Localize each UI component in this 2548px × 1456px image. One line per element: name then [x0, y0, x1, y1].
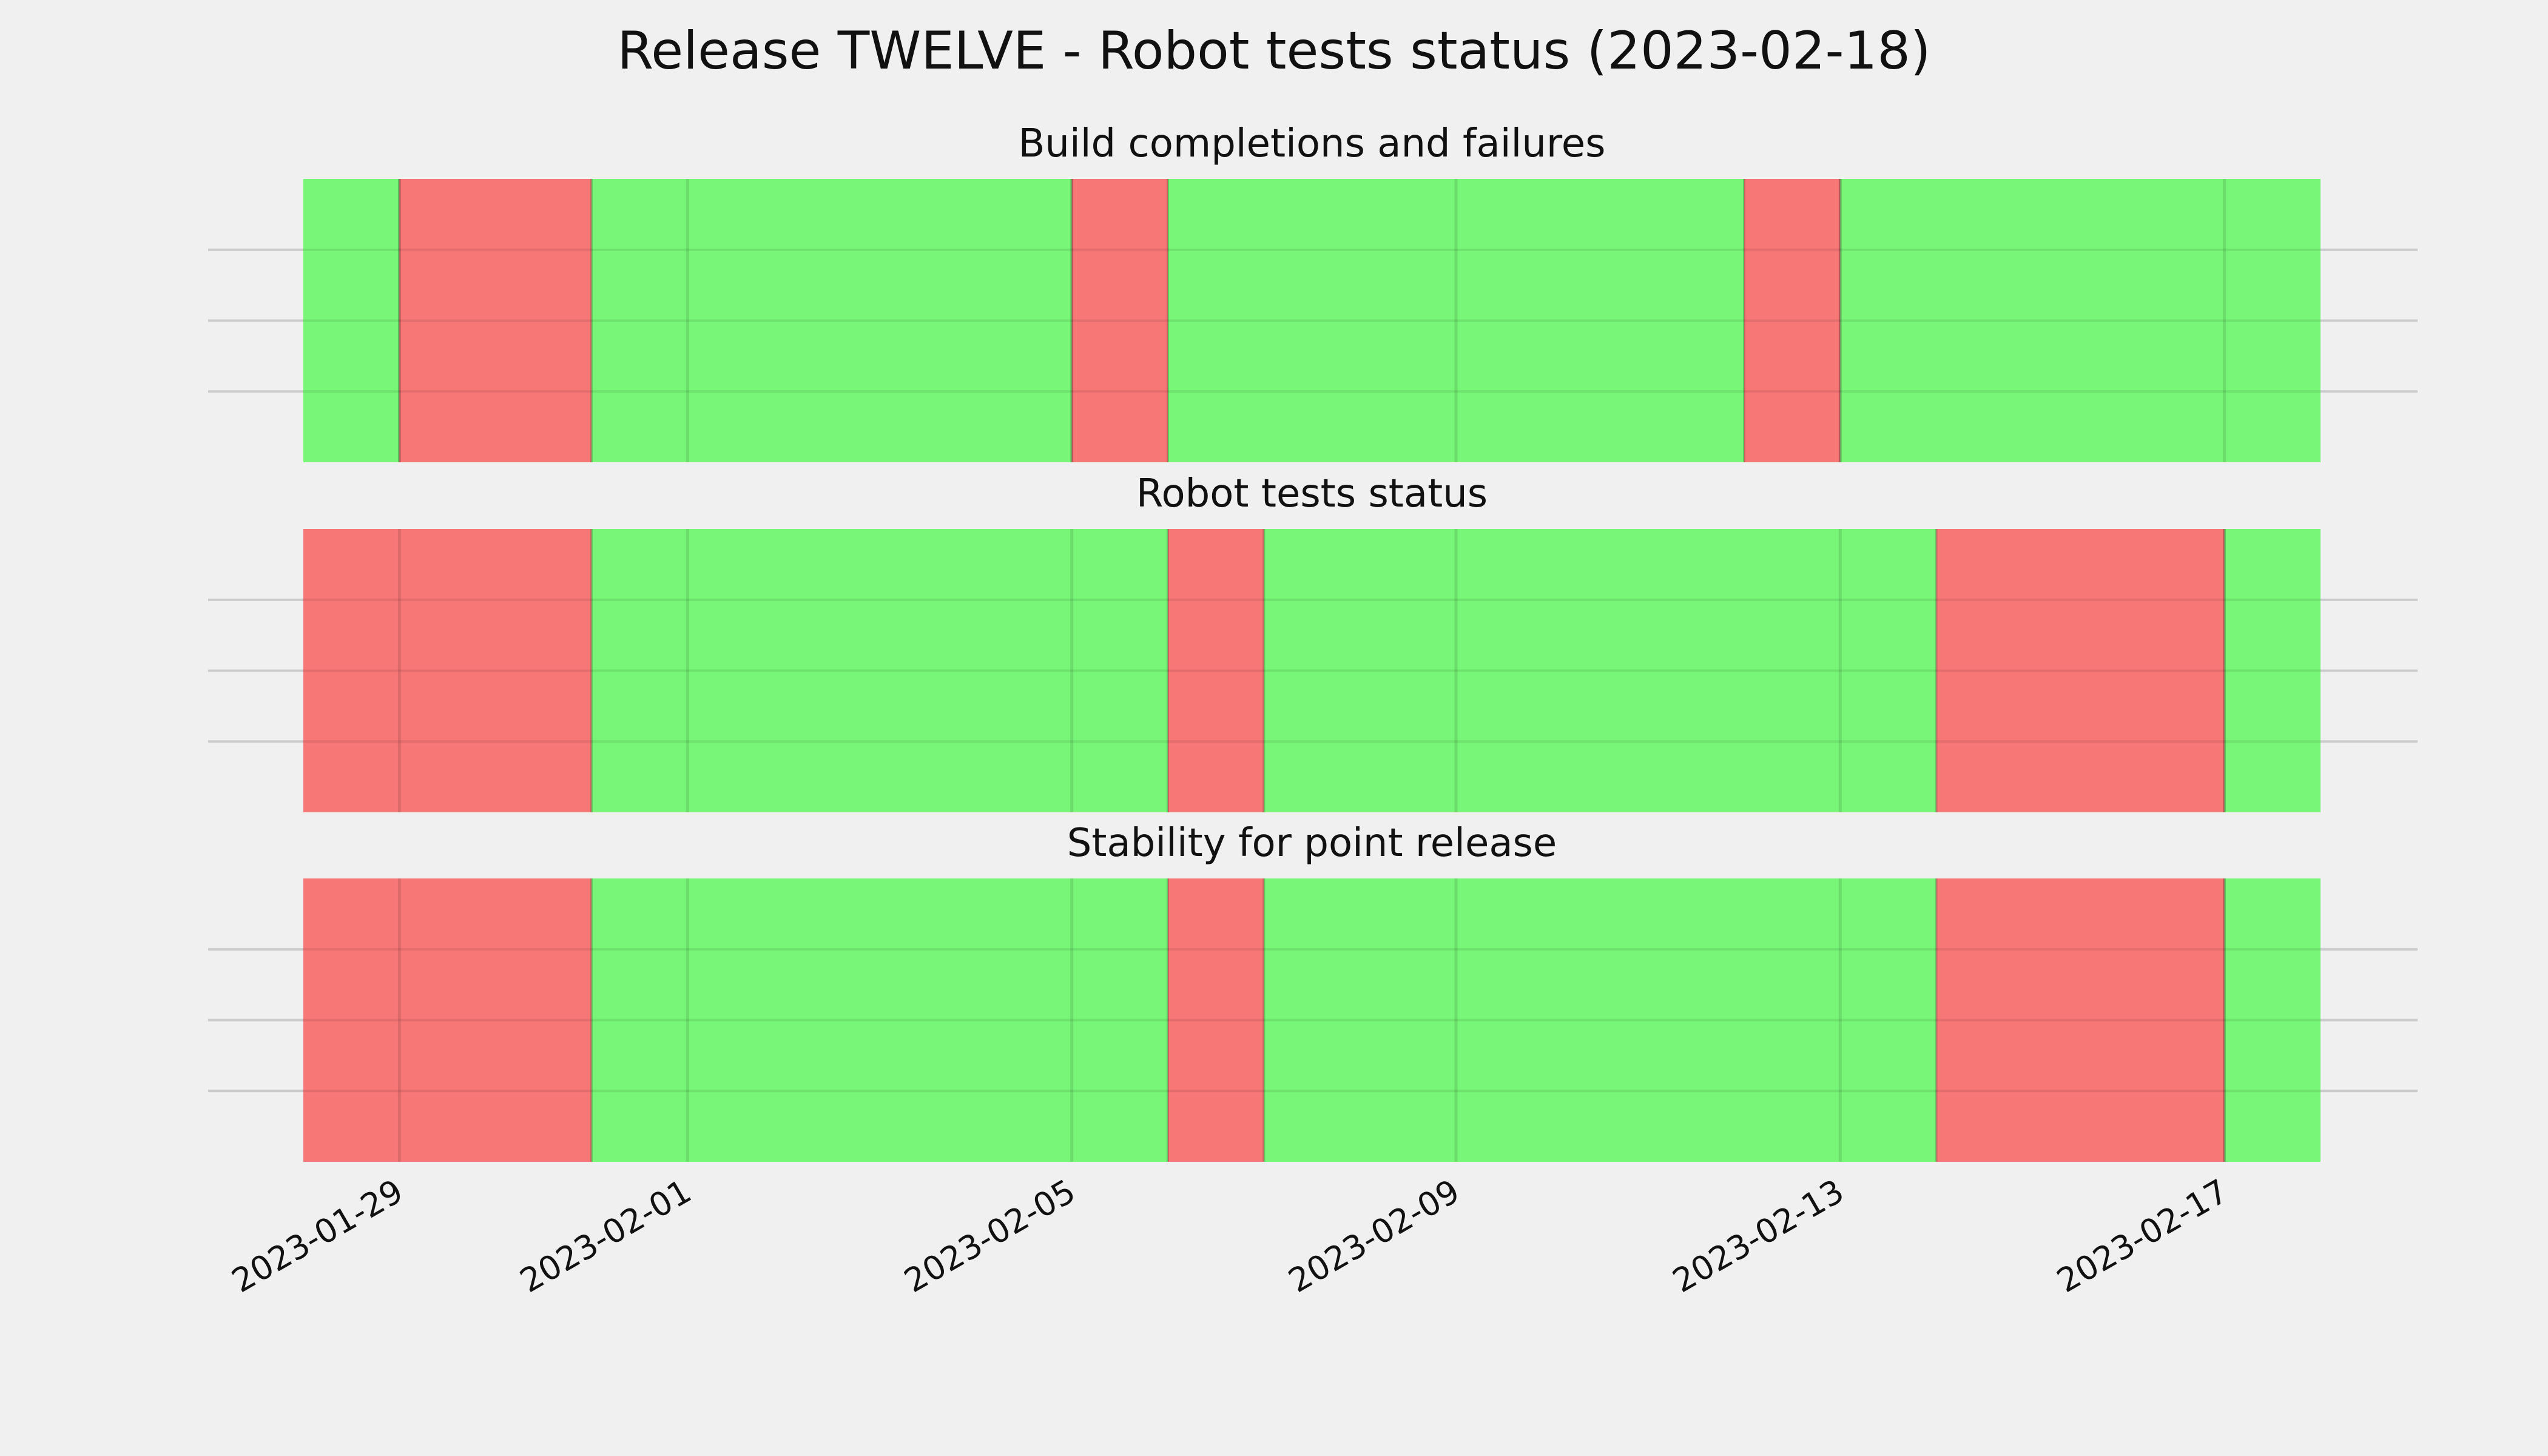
panel-3-segment-fail	[303, 878, 592, 1162]
panel-2-segment-fail	[1168, 529, 1264, 812]
panel-1-segment-pass	[592, 179, 1072, 462]
panel-3-segment-fail	[1168, 878, 1264, 1162]
panel-1-segment-fail	[399, 179, 592, 462]
chart-title: Release TWELVE - Robot tests status (202…	[617, 21, 1930, 81]
x-tick-label: 2023-02-13	[1667, 1172, 1850, 1300]
x-tick-label: 2023-02-01	[514, 1172, 698, 1300]
panel-1-segment-pass	[1168, 179, 1744, 462]
panel-2-segment-fail	[1936, 529, 2225, 812]
panel-3-segment-pass	[2224, 878, 2320, 1162]
x-tick-label: 2023-02-17	[2051, 1172, 2234, 1300]
panel-1-title: Build completions and failures	[1019, 121, 1606, 166]
panel-3-segment-pass	[1264, 878, 1936, 1162]
panel-2-segment-pass	[1264, 529, 1936, 812]
panel-1: Build completions and failures	[208, 121, 2418, 462]
panel-1-segment-pass	[1840, 179, 2320, 462]
x-tick-label: 2023-02-05	[898, 1172, 1082, 1300]
panel-3: Stability for point release	[208, 821, 2418, 1162]
panel-3-title: Stability for point release	[1067, 821, 1557, 866]
panel-1-segment-fail	[1744, 179, 1841, 462]
x-tick-label: 2023-01-29	[226, 1172, 410, 1300]
panel-2-segment-pass	[2224, 529, 2320, 812]
panel-3-segment-pass	[592, 878, 1168, 1162]
panel-3-segment-fail	[1936, 878, 2225, 1162]
panel-1-segment-fail	[1071, 179, 1168, 462]
panel-2: Robot tests status	[208, 471, 2418, 812]
chart-panels: Build completions and failures Robot test…	[208, 121, 2418, 1162]
panel-2-segment-pass	[592, 529, 1168, 812]
panel-2-segment-fail	[303, 529, 592, 812]
panel-1-segment-pass	[303, 179, 400, 462]
panel-2-title: Robot tests status	[1136, 471, 1488, 516]
x-axis: 2023-01-29 2023-02-01 2023-02-05 2023-02-09…	[226, 1172, 2235, 1300]
x-tick-label: 2023-02-09	[1282, 1172, 1466, 1300]
